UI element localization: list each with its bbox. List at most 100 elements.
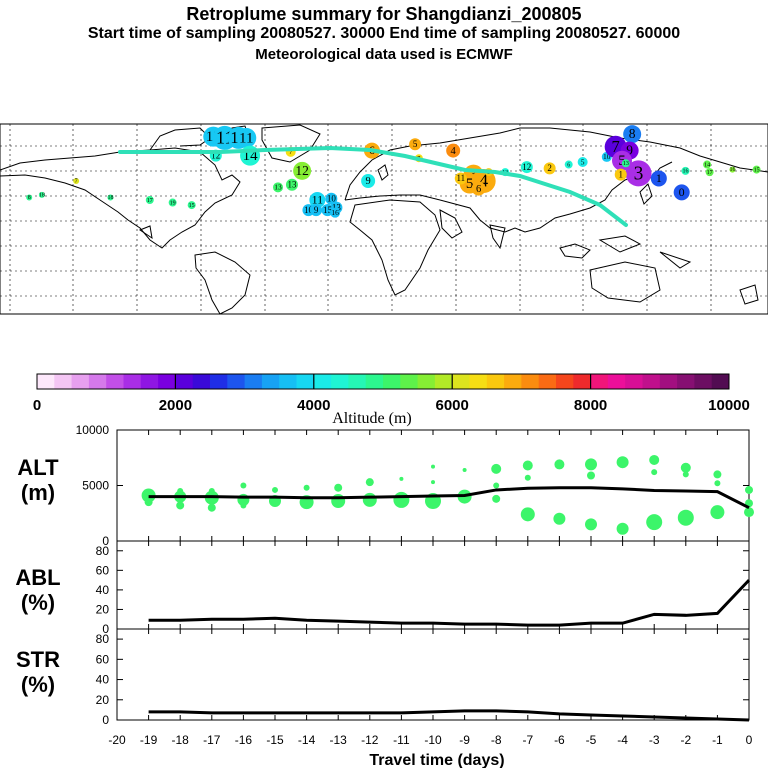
- plume-circle: [73, 178, 80, 184]
- altitude-dot: [492, 494, 501, 503]
- colorbar-swatch: [210, 374, 228, 389]
- colorbar-label: Altitude (m): [332, 410, 412, 427]
- plume-day-label: 15: [189, 203, 195, 209]
- altitude-dot: [744, 507, 754, 518]
- plume-day-label: 17: [147, 198, 153, 204]
- colorbar-swatch: [400, 374, 419, 389]
- plume-day-label: 17: [707, 170, 713, 176]
- altitude-dot: [745, 485, 753, 494]
- x-tick-label: -12: [361, 733, 379, 747]
- colorbar-swatch: [331, 374, 349, 389]
- altitude-colorbar: 0 2000 4000 6000 8000 10000: [33, 373, 750, 414]
- y-tick-label: 20: [96, 602, 110, 616]
- altitude-dot: [176, 501, 185, 510]
- colorbar-swatch: [625, 374, 643, 389]
- x-tick-label: -4: [617, 733, 628, 747]
- x-tick-label: -3: [649, 733, 660, 747]
- abl-unit: (%): [21, 590, 55, 615]
- plume-day-label: 11: [312, 193, 324, 207]
- altitude-dot: [491, 463, 502, 474]
- plume-circle: [38, 191, 45, 198]
- altitude-dot: [365, 478, 374, 487]
- map-background: [0, 123, 768, 315]
- plume-day-label: 5: [581, 157, 585, 166]
- colorbar-swatch: [365, 374, 384, 389]
- plume-circle: [625, 160, 652, 187]
- x-tick-label: -7: [522, 733, 533, 747]
- plume-day-label: 1: [618, 169, 623, 179]
- plume-day-label: 3: [634, 163, 644, 184]
- plume-circle: [273, 182, 284, 193]
- plume-circle: [236, 127, 257, 148]
- altitude-dot: [207, 503, 216, 512]
- colorbar-tick-label: 4000: [297, 397, 330, 414]
- colorbar-swatch: [573, 374, 592, 389]
- plume-day-label: 5: [413, 139, 418, 149]
- colorbar-swatch: [521, 374, 540, 389]
- colorbar-swatch: [607, 374, 626, 389]
- altitude-dot: [144, 498, 153, 507]
- plume-day-label: 16: [331, 208, 339, 217]
- colorbar-tick-label: 2000: [159, 397, 192, 414]
- plume-circle: [293, 161, 312, 180]
- colorbar-swatch: [244, 374, 263, 389]
- colorbar-swatch: [538, 374, 557, 389]
- plume-day-label: 4: [451, 146, 457, 157]
- x-tick-label: -16: [235, 733, 253, 747]
- y-tick-label: 80: [96, 544, 110, 558]
- plume-day-label: 16: [682, 169, 688, 175]
- x-tick-label: -18: [172, 733, 190, 747]
- plume-day-label: 12: [295, 163, 309, 178]
- plume-day-label: 19: [170, 200, 176, 206]
- y-tick-label: 60: [96, 563, 110, 577]
- plume-day-label: 1: [656, 171, 662, 185]
- x-tick-label: -8: [491, 733, 502, 747]
- plume-day-label: 15: [754, 167, 760, 173]
- colorbar-swatch: [313, 374, 332, 389]
- x-tick-label: -15: [266, 733, 284, 747]
- plume-day-label: 5: [618, 153, 626, 169]
- x-tick-label: -10: [424, 733, 442, 747]
- alt-label: ALT: [17, 455, 59, 480]
- x-tick-label: -13: [330, 733, 348, 747]
- str-panel: 0 20 40 60 80 STR(%): [16, 628, 750, 727]
- map-panel: 1211131114127654712913111013109151619171…: [0, 123, 768, 315]
- plume-day-label: 18: [107, 195, 113, 201]
- colorbar-swatch: [486, 374, 505, 389]
- plume-circle: [564, 160, 573, 169]
- altitude-dot: [303, 484, 310, 491]
- plume-circle: [543, 162, 556, 175]
- plume-circle: [330, 207, 341, 218]
- plume-circle: [705, 168, 714, 177]
- plume-circle: [621, 159, 630, 168]
- altitude-dot: [585, 458, 597, 471]
- chart-title: Retroplume summary for Shangdianzi_20080…: [186, 4, 582, 24]
- plume-circle: [471, 181, 486, 196]
- altitude-dot: [177, 488, 184, 495]
- colorbar-swatch: [556, 374, 574, 389]
- plume-day-label: 11: [239, 130, 253, 146]
- abl-mean-line: [148, 579, 751, 627]
- mean-track-line: [118, 145, 628, 227]
- str-frame: [116, 628, 750, 721]
- plume-day-label: 10: [327, 193, 337, 203]
- colorbar-swatch: [434, 374, 453, 389]
- plume-circle: [107, 194, 114, 201]
- colorbar-swatch: [261, 374, 280, 389]
- plume-day-label: 7: [289, 147, 293, 156]
- plume-circle: [623, 125, 642, 144]
- colorbar-swatch: [590, 374, 609, 389]
- plume-markers: 1211131114127654712913111013109151619171…: [26, 125, 761, 218]
- alt-mean-line: [148, 486, 750, 510]
- plume-circle: [26, 194, 33, 201]
- time-series-panels: 0500010000ALT(m)020406080ABL(%)020406080…: [15, 423, 754, 747]
- plume-day-label: 9: [314, 205, 319, 215]
- colorbar-swatch: [54, 374, 73, 389]
- y-tick-label: 20: [96, 693, 110, 707]
- colorbar-swatch: [659, 374, 678, 389]
- colorbar-frame: [36, 373, 730, 390]
- altitude-dot: [240, 482, 247, 489]
- x-tick-label: -2: [680, 733, 691, 747]
- colorbar-swatch: [383, 374, 401, 389]
- colorbar-swatch: [192, 374, 211, 389]
